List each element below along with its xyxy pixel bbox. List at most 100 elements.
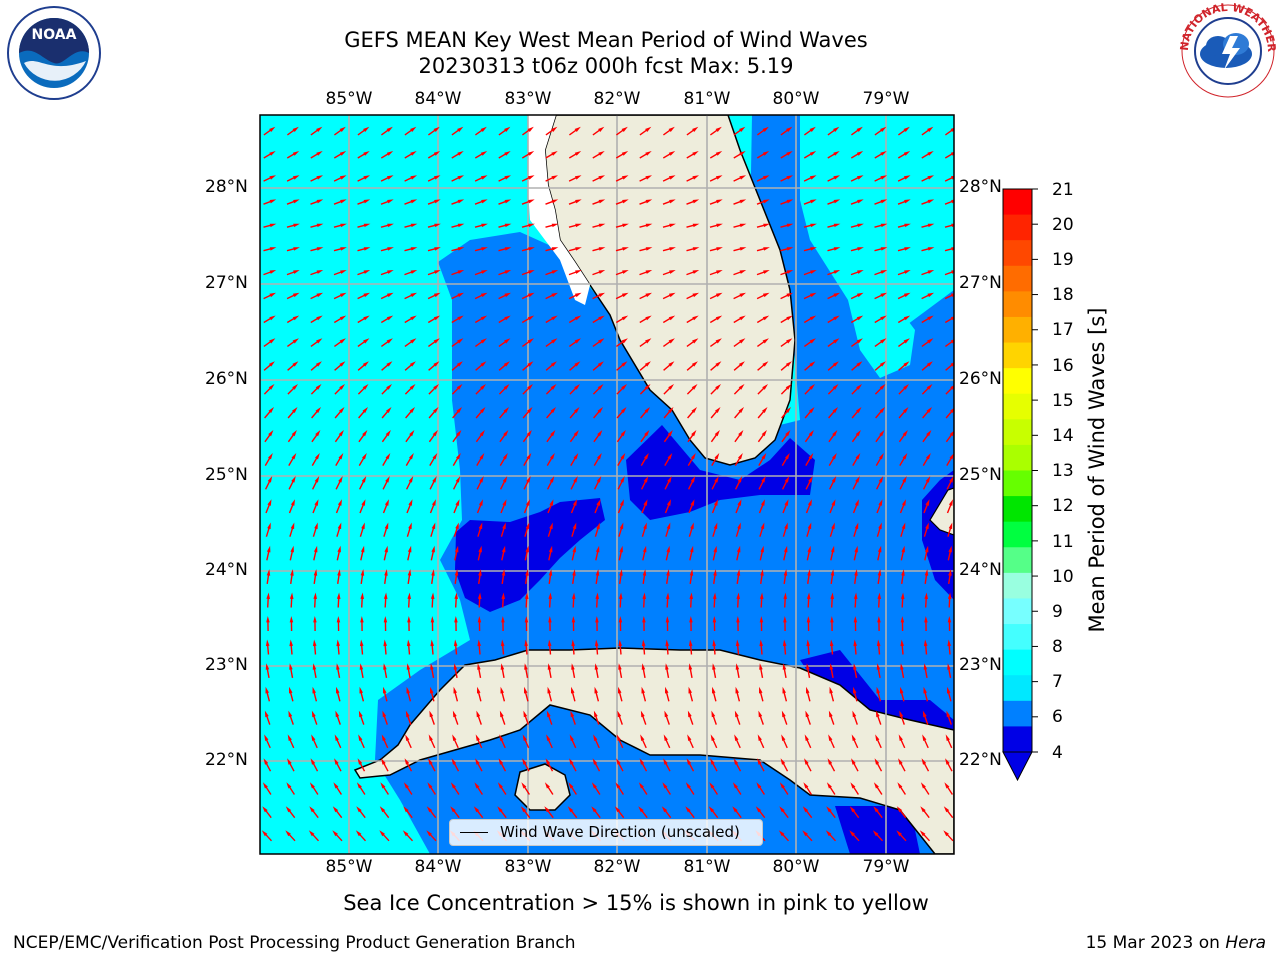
wave-arrow-head xyxy=(666,569,670,576)
wave-arrow-head xyxy=(292,361,299,367)
wave-arrow-head xyxy=(806,639,810,647)
wave-arrow-head xyxy=(880,151,887,156)
wave-arrow-head xyxy=(645,199,653,204)
wave-arrow-head xyxy=(809,292,817,298)
wave-arrow-head xyxy=(783,592,787,599)
wave-arrow-head xyxy=(692,126,699,132)
wave-arrow-head xyxy=(292,126,299,132)
wave-arrow-head xyxy=(457,292,464,298)
wave-arrow-head xyxy=(429,710,434,718)
wave-arrow-head xyxy=(309,806,315,813)
wave-arrow-head xyxy=(945,734,950,741)
wave-arrow-head xyxy=(808,430,814,437)
wave-arrow-head xyxy=(316,338,323,344)
wave-arrow-head xyxy=(550,430,556,437)
wave-arrow-head xyxy=(568,782,574,789)
wave-arrow-head xyxy=(739,338,746,344)
wave-arrow-head xyxy=(738,453,743,460)
wave-arrow-head xyxy=(712,663,716,670)
wave-arrow-head xyxy=(833,292,840,298)
wave-arrow-head xyxy=(497,806,503,813)
wave-arrow-head xyxy=(763,199,770,204)
wave-arrow-head xyxy=(762,315,770,321)
wave-arrow-head xyxy=(266,616,270,623)
wave-arrow-head xyxy=(402,830,409,837)
wave-arrow-head xyxy=(809,407,815,413)
wave-arrow-head xyxy=(739,175,746,180)
lat-label-right: 26°N xyxy=(959,369,1002,389)
wave-arrow-head xyxy=(809,315,817,321)
wave-arrow-head xyxy=(831,522,835,530)
wave-arrow-head xyxy=(383,639,387,647)
wave-arrow-head xyxy=(285,806,292,813)
wave-arrow-head xyxy=(381,758,386,765)
wave-arrow-head xyxy=(267,476,273,483)
wave-arrow-head xyxy=(504,270,512,274)
wave-arrow-head xyxy=(504,338,511,344)
wave-arrow-head xyxy=(786,175,793,180)
nws-logo: NATIONAL WEATHER SERVICE xyxy=(1178,2,1278,98)
wave-arrow-head xyxy=(622,223,629,228)
wave-arrow-head xyxy=(619,522,624,530)
wave-arrow-head xyxy=(803,782,809,789)
wave-arrow-head xyxy=(432,430,438,437)
wave-arrow-head xyxy=(950,151,954,156)
wave-arrow-head xyxy=(478,545,482,553)
wave-arrow-head xyxy=(710,758,715,765)
wave-arrow-head xyxy=(312,663,317,670)
wave-arrow-head xyxy=(802,830,808,837)
wave-arrow-head xyxy=(900,639,904,647)
colorbar-tick: 9 xyxy=(1052,602,1063,622)
wave-arrow-head xyxy=(292,175,300,180)
wave-arrow-head xyxy=(455,522,459,530)
wave-arrow-head xyxy=(712,616,717,623)
wave-arrow-head xyxy=(595,616,599,623)
wave-arrow-head xyxy=(621,338,628,344)
wave-arrow-head xyxy=(457,126,464,132)
wave-arrow-head xyxy=(501,545,506,553)
wave-arrow-head xyxy=(739,126,746,132)
wave-arrow-head xyxy=(692,151,699,156)
wave-arrow-head xyxy=(900,592,905,599)
wave-arrow-head xyxy=(381,734,386,741)
legend-label: Wind Wave Direction (unscaled) xyxy=(500,823,740,841)
colorbar-segment xyxy=(1003,419,1032,446)
wave-arrow-head xyxy=(524,616,529,623)
wave-arrow-head xyxy=(762,407,768,413)
wave-arrow-head xyxy=(334,758,339,765)
wave-arrow-head xyxy=(526,430,532,437)
wave-arrow-head xyxy=(358,734,363,741)
map-legend: Wind Wave Direction (unscaled) xyxy=(449,819,763,846)
wave-arrow-head xyxy=(880,338,887,344)
colorbar-tick: 14 xyxy=(1052,426,1074,446)
wave-arrow-head xyxy=(572,545,576,553)
wave-arrow-head xyxy=(575,199,582,204)
wave-arrow-head xyxy=(431,545,435,553)
wave-arrow-head xyxy=(903,175,911,180)
wave-arrow-head xyxy=(481,247,488,251)
wave-arrow-head xyxy=(267,522,271,530)
wave-arrow-head xyxy=(355,830,362,837)
wave-arrow-head xyxy=(312,686,316,694)
wave-arrow-head xyxy=(927,338,934,344)
wave-arrow-head xyxy=(385,430,391,437)
wave-arrow-head xyxy=(528,247,535,251)
lon-label-top: 82°W xyxy=(593,89,641,109)
wave-arrow-head xyxy=(428,758,433,765)
wave-arrow-head xyxy=(927,223,935,228)
wave-arrow-head xyxy=(501,616,505,623)
wave-arrow-head xyxy=(264,710,269,718)
wave-arrow-head xyxy=(474,782,480,789)
wave-arrow-head xyxy=(387,223,394,228)
wave-arrow-head xyxy=(571,616,576,623)
wave-arrow-head xyxy=(732,806,738,813)
wave-arrow-head xyxy=(853,639,857,647)
wave-arrow-head xyxy=(943,806,950,813)
wave-arrow-head xyxy=(551,292,558,298)
wave-arrow-head xyxy=(903,126,910,132)
wave-arrow-head xyxy=(828,710,833,718)
wave-arrow-head xyxy=(386,407,392,413)
wave-arrow-head xyxy=(432,453,438,460)
wave-arrow-head xyxy=(340,199,347,204)
wave-arrow-head xyxy=(668,361,675,367)
